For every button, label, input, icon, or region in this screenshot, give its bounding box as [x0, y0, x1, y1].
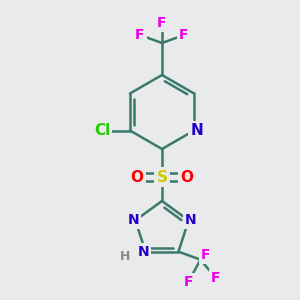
Text: H: H — [120, 250, 131, 263]
Text: O: O — [130, 169, 143, 184]
Text: N: N — [128, 213, 139, 227]
Text: F: F — [179, 28, 189, 42]
Text: F: F — [157, 16, 167, 30]
Text: F: F — [211, 271, 220, 285]
Text: F: F — [201, 248, 210, 262]
Text: O: O — [181, 169, 194, 184]
Text: F: F — [135, 28, 145, 42]
Text: S: S — [157, 169, 167, 184]
Text: Cl: Cl — [94, 123, 110, 138]
Text: N: N — [185, 213, 197, 227]
Text: N: N — [138, 245, 149, 259]
Text: N: N — [191, 123, 203, 138]
Text: F: F — [184, 275, 193, 289]
